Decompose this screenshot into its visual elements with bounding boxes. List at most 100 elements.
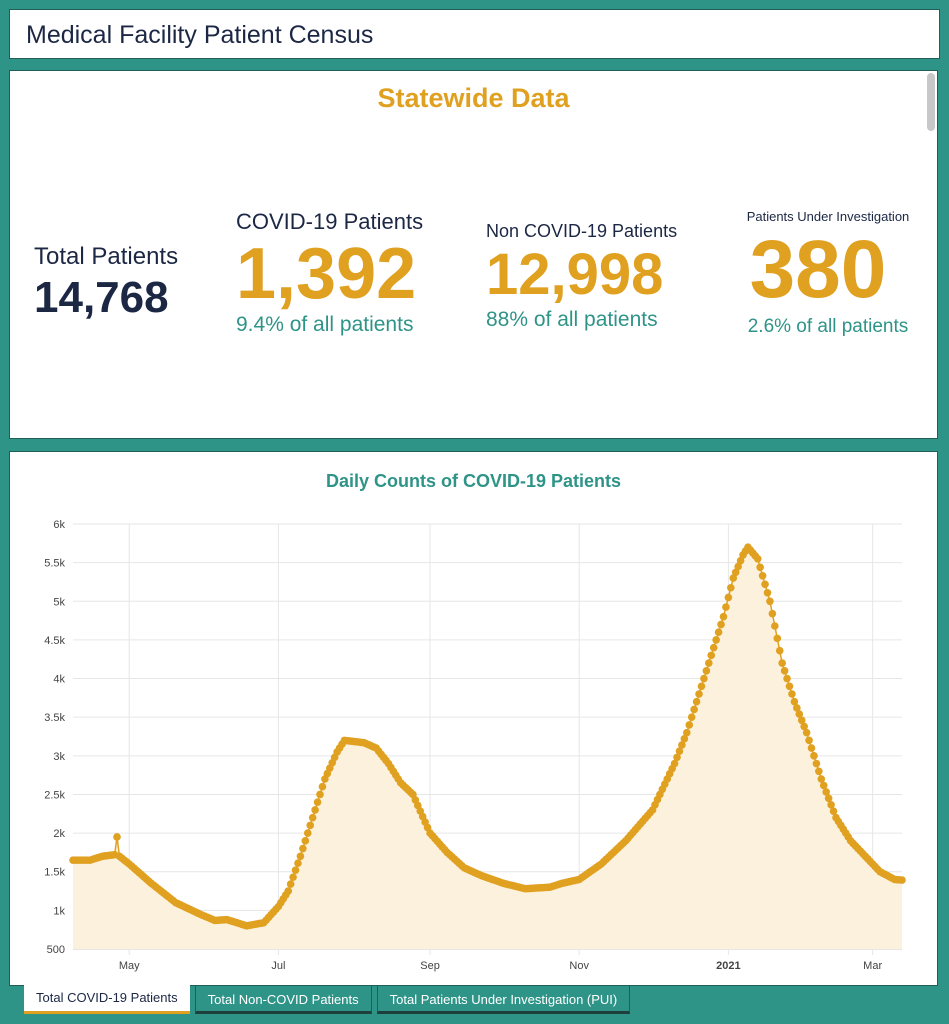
pui-label: Patients Under Investigation <box>746 209 910 224</box>
data-point <box>690 705 698 714</box>
data-point <box>793 704 801 712</box>
data-point <box>712 636 720 644</box>
data-point <box>729 574 738 582</box>
data-point <box>313 798 322 806</box>
data-point <box>763 588 772 597</box>
data-point <box>316 790 324 799</box>
y-tick-label: 2.5k <box>44 789 65 801</box>
data-point <box>815 767 823 776</box>
data-point <box>790 697 799 706</box>
data-point <box>299 844 307 853</box>
data-point <box>731 568 740 577</box>
area-fill <box>73 547 902 949</box>
data-point <box>722 603 730 611</box>
data-point <box>289 873 297 881</box>
y-tick-label: 6k <box>53 519 65 531</box>
data-point <box>284 887 292 895</box>
data-point <box>753 554 762 563</box>
data-point <box>301 837 310 845</box>
total-label: Total Patients <box>34 243 179 270</box>
data-point <box>724 593 733 602</box>
data-point <box>702 667 711 675</box>
pui-pct: 2.6% of all patients <box>747 316 909 337</box>
data-point <box>800 722 808 731</box>
data-point <box>311 806 319 814</box>
line-chart[interactable]: 500 1k 1.5k 2k 2.5k 3k 3.5k 4k 4.5k 5k 5.5k 6k May Ju… <box>10 452 939 987</box>
data-point <box>824 794 833 803</box>
data-point <box>113 833 121 841</box>
data-point <box>812 759 821 768</box>
data-point <box>286 880 295 888</box>
data-point <box>775 646 784 655</box>
data-point <box>822 788 830 796</box>
data-point <box>797 716 806 725</box>
data-point <box>678 741 686 749</box>
data-point <box>819 781 828 790</box>
data-point <box>771 622 779 630</box>
data-point <box>695 690 703 698</box>
data-point <box>805 736 813 745</box>
data-point <box>719 612 728 621</box>
tab-total-covid[interactable]: Total COVID-19 Patients <box>24 984 190 1014</box>
data-point <box>675 747 684 755</box>
data-point <box>294 859 302 868</box>
data-point <box>802 728 811 737</box>
noncovid-value: 12,998 <box>486 242 664 307</box>
data-point <box>683 728 691 737</box>
covid-pct: 9.4% of all patients <box>236 313 414 336</box>
scrollbar[interactable] <box>927 73 935 131</box>
data-point <box>761 580 769 589</box>
data-point <box>709 643 718 652</box>
statewide-panel: Statewide Data Total Patients 14,768 COV… <box>9 70 938 439</box>
app-header: Medical Facility Patient Census <box>9 9 940 59</box>
data-point <box>788 690 796 698</box>
y-tick-label: 1k <box>53 905 65 917</box>
data-point <box>697 682 706 691</box>
pui-value: 380 <box>749 224 887 315</box>
data-point <box>291 866 300 874</box>
y-tick-label: 2k <box>53 828 65 840</box>
panel-title: Statewide Data <box>377 83 570 113</box>
covid-label: COVID-19 Patients <box>236 209 424 234</box>
data-point <box>780 667 789 675</box>
data-point <box>736 556 745 565</box>
noncovid-label: Non COVID-19 Patients <box>486 221 678 241</box>
data-point <box>705 659 713 667</box>
tab-total-non-covid[interactable]: Total Non-COVID Patients <box>194 985 372 1014</box>
data-point <box>778 659 786 667</box>
data-point <box>827 800 835 809</box>
data-point <box>768 609 777 618</box>
data-point <box>673 753 681 762</box>
data-point <box>303 829 312 837</box>
y-tick-label: 5k <box>53 596 65 608</box>
data-point <box>670 759 679 768</box>
total-patients: Total Patients 14,768 <box>34 243 178 323</box>
data-point <box>756 563 764 572</box>
chart-panel: Daily Counts of COVID-19 Patients 500 1k 1… <box>9 451 938 986</box>
data-point <box>318 782 327 791</box>
data-point <box>306 821 315 830</box>
data-point <box>734 562 742 571</box>
chart-title: Daily Counts of COVID-19 Patients <box>325 471 622 491</box>
data-point <box>714 628 723 636</box>
data-point <box>758 571 767 580</box>
data-point <box>692 697 701 706</box>
tab-total-pui[interactable]: Total Patients Under Investigation (PUI) <box>376 985 631 1014</box>
x-tick-label: 2021 <box>716 960 740 972</box>
data-point <box>717 620 725 629</box>
x-tick-label: Mar <box>863 960 882 972</box>
x-tick-label: May <box>119 960 140 972</box>
data-point <box>296 852 305 861</box>
y-tick-label: 4.5k <box>44 635 65 647</box>
app-title: Medical Facility Patient Census <box>26 21 374 49</box>
y-tick-label: 4k <box>53 674 65 686</box>
total-value: 14,768 <box>34 273 169 322</box>
data-point <box>810 752 818 760</box>
x-tick-label: Nov <box>569 960 589 972</box>
pui-patients: Patients Under Investigation 380 2.6% of… <box>738 209 918 338</box>
data-point <box>783 674 791 683</box>
data-point <box>308 813 317 822</box>
data-point <box>898 876 906 884</box>
x-tick-label: Sep <box>420 960 440 972</box>
x-tick-label: Jul <box>271 960 285 972</box>
